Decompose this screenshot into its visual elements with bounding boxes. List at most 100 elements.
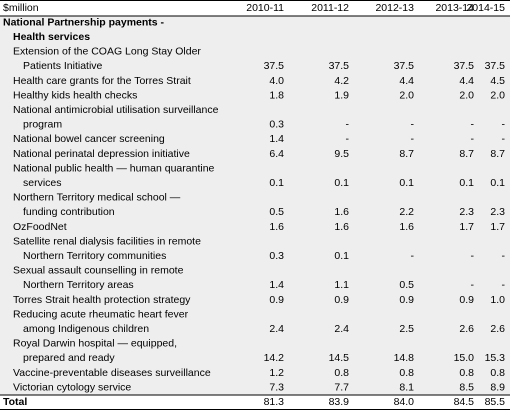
row-label: Health care grants for the Torres Strait — [13, 75, 191, 87]
header-cell: 2012-13 — [375, 2, 414, 14]
cell: 37.5 — [329, 60, 350, 72]
cell: - — [502, 279, 506, 291]
cell: 1.8 — [269, 89, 284, 101]
cell: 2.4 — [269, 323, 284, 335]
header-cell: 2014-15 — [466, 2, 505, 14]
cell: 1.0 — [490, 294, 505, 306]
cell: 2.4 — [334, 323, 349, 335]
cell: 14.8 — [394, 352, 415, 364]
cell: 0.5 — [269, 206, 284, 218]
total-cell: 81.3 — [264, 396, 285, 408]
cell: 1.1 — [334, 279, 349, 291]
row-label: Northern Territory areas — [23, 279, 134, 291]
cell: - — [502, 250, 506, 262]
cell: 2.6 — [459, 323, 474, 335]
cell: 0.8 — [459, 367, 474, 379]
header-cell: $million — [3, 2, 39, 14]
cell: - — [471, 250, 475, 262]
cell: 15.3 — [485, 352, 506, 364]
cell: 8.7 — [490, 148, 505, 160]
cell: 0.8 — [490, 367, 505, 379]
row-label: Satellite renal dialysis facilities in r… — [13, 235, 201, 247]
cell: 1.9 — [334, 89, 349, 101]
cell: 2.0 — [459, 89, 474, 101]
cell: 1.4 — [269, 133, 284, 145]
row-label: Royal Darwin hospital — equipped, — [13, 338, 177, 350]
row-label: National bowel cancer screening — [13, 133, 165, 145]
row-label: National public health — human quarantin… — [13, 162, 215, 174]
cell: 8.7 — [399, 148, 414, 160]
cell: - — [346, 119, 350, 131]
cell: 0.9 — [459, 294, 474, 306]
cell: 1.6 — [399, 221, 414, 233]
row-label: funding contribution — [23, 206, 115, 218]
cell: - — [471, 133, 475, 145]
cell: 37.5 — [264, 60, 285, 72]
cell: 4.4 — [399, 75, 414, 87]
row-label: Patients Initiative — [23, 60, 103, 72]
row-label: Reducing acute rheumatic heart fever — [13, 308, 189, 320]
row-label: among Indigenous children — [23, 323, 149, 335]
header-cell: 2010-11 — [246, 2, 284, 14]
cell: - — [502, 119, 506, 131]
cell: 0.1 — [334, 177, 349, 189]
cell: 0.1 — [490, 177, 505, 189]
row-label: Healthy kids health checks — [13, 89, 137, 101]
cell: 4.2 — [334, 75, 349, 87]
cell: 9.5 — [334, 148, 349, 160]
cell: - — [346, 133, 350, 145]
cell: 1.4 — [269, 279, 284, 291]
row-label: Sexual assault counselling in remote — [13, 265, 184, 277]
cell: 1.6 — [334, 221, 349, 233]
cell: 6.4 — [269, 148, 284, 160]
cell: - — [411, 250, 415, 262]
cell: 37.5 — [454, 60, 475, 72]
cell: 14.2 — [264, 352, 285, 364]
cell: 1.2 — [269, 367, 284, 379]
cell: 4.4 — [459, 75, 474, 87]
header-cell: 2011-12 — [311, 2, 349, 14]
cell: 7.7 — [334, 381, 349, 393]
cell: 7.3 — [269, 381, 284, 393]
cell: 1.7 — [459, 221, 474, 233]
total-cell: 85.5 — [485, 396, 506, 408]
cell: 2.3 — [490, 206, 505, 218]
cell: 0.1 — [269, 177, 284, 189]
cell: 37.5 — [394, 60, 415, 72]
row-label: Northern Territory medical school — — [13, 192, 181, 204]
row-label: Victorian cytology service — [13, 381, 131, 393]
cell: 4.5 — [490, 75, 505, 87]
row-label: services — [23, 177, 62, 189]
row-label: Extension of the COAG Long Stay Older — [13, 46, 201, 58]
row-label: OzFoodNet — [13, 221, 67, 233]
total-cell: 83.9 — [329, 396, 350, 408]
row-label: National antimicrobial utilisation surve… — [13, 104, 219, 116]
body-shade — [0, 16, 510, 395]
cell: 0.3 — [269, 119, 284, 131]
cell: 0.1 — [459, 177, 474, 189]
section-heading: National Partnership payments - — [3, 16, 165, 28]
cell: 15.0 — [454, 352, 475, 364]
cell: - — [471, 119, 475, 131]
cell: 14.5 — [329, 352, 350, 364]
row-label: prepared and ready — [23, 352, 115, 364]
cell: 2.5 — [399, 323, 414, 335]
cell: 2.0 — [490, 89, 505, 101]
cell: - — [471, 279, 475, 291]
cell: 2.3 — [459, 206, 474, 218]
row-label: Torres Strait health protection strategy — [13, 294, 191, 306]
row-label: program — [23, 119, 62, 131]
cell: 8.7 — [459, 148, 474, 160]
cell: - — [411, 119, 415, 131]
cell: 1.6 — [334, 206, 349, 218]
cell: 8.5 — [459, 381, 474, 393]
cell: - — [411, 133, 415, 145]
section-heading: Health services — [13, 31, 90, 43]
cell: 1.6 — [269, 221, 284, 233]
cell: 2.6 — [490, 323, 505, 335]
cell: 8.1 — [399, 381, 414, 393]
cell: 37.5 — [485, 60, 506, 72]
row-label: National perinatal depression initiative — [13, 148, 190, 160]
total-label: Total — [3, 396, 27, 408]
